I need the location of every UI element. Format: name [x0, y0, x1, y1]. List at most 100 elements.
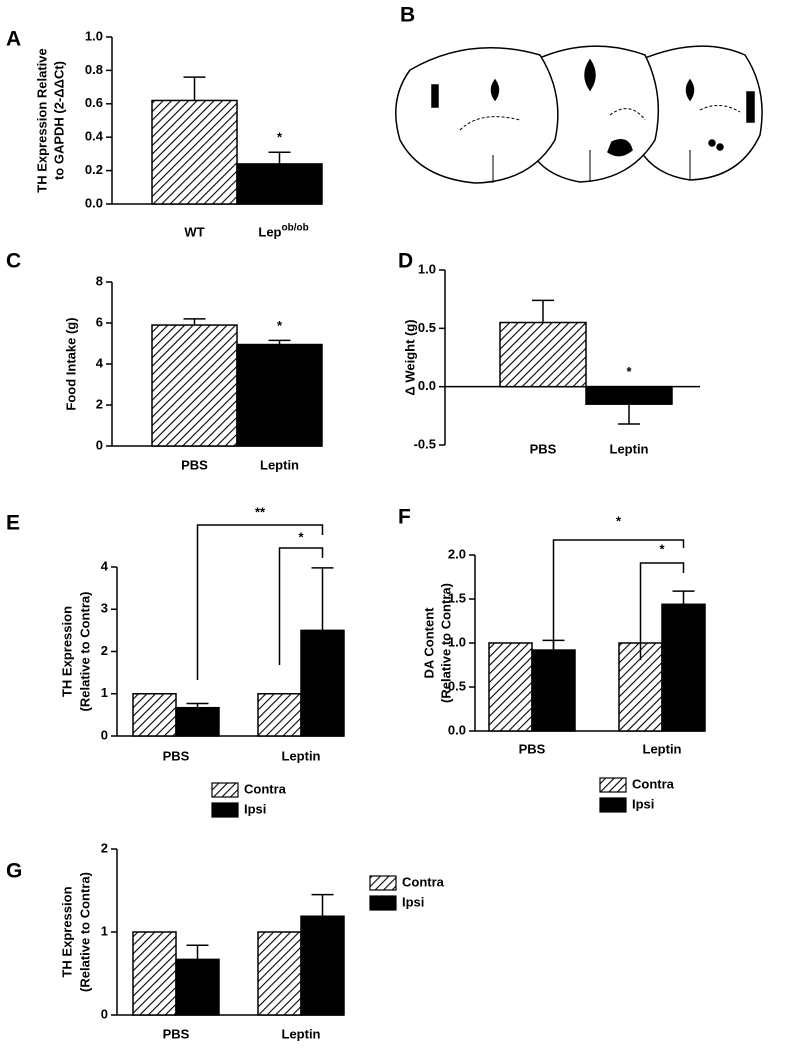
legend-swatch: [599, 777, 627, 793]
x-tick-label: Leptin: [260, 457, 299, 472]
x-tick-label: PBS: [163, 1026, 190, 1041]
significance-bracket: [639, 562, 685, 660]
y-tick-label: 0.2: [85, 162, 103, 177]
y-tick-label: 4: [96, 355, 104, 370]
y-tick-label: 0.6: [85, 95, 103, 110]
panel-letter: D: [398, 250, 413, 273]
panel-letter: B: [400, 4, 415, 27]
y-axis-label: TH Expression: [59, 606, 74, 697]
bar: [488, 642, 533, 732]
significance-mark: **: [255, 504, 266, 519]
significance-mark: *: [626, 364, 632, 379]
bar: [531, 649, 576, 732]
significance-mark: *: [616, 513, 622, 528]
significance-bracket: [278, 547, 324, 665]
y-tick-label: 0.8: [85, 62, 103, 77]
y-tick-label: 0.0: [448, 722, 466, 737]
y-axis-label: TH Expression: [59, 886, 74, 977]
bar: [236, 163, 323, 205]
bar: [175, 958, 220, 1016]
legend-swatch: [369, 875, 397, 891]
legend-label: Contra: [402, 874, 445, 889]
legend-label: Ipsi: [244, 801, 266, 816]
significance-mark: *: [659, 541, 665, 556]
y-axis-label: to GAPDH (2-ΔΔCt): [51, 61, 66, 180]
significance-bracket: [196, 524, 324, 680]
y-tick-label: 1.0: [418, 261, 436, 276]
y-axis-label: Food Intake (g): [63, 317, 78, 410]
y-tick-label: 4: [101, 558, 109, 573]
y-tick-label: -0.5: [414, 436, 436, 451]
panel-letter: E: [6, 512, 20, 535]
y-tick-label: 2: [101, 643, 108, 658]
significance-mark: *: [277, 130, 283, 145]
legend-swatch: [599, 797, 627, 813]
y-tick-label: 0: [101, 1006, 108, 1021]
y-axis-label: DA Content: [421, 607, 436, 679]
panel-letter: F: [398, 506, 411, 529]
bar: [132, 693, 177, 737]
y-tick-label: 1.0: [85, 28, 103, 43]
y-tick-label: 6: [96, 314, 103, 329]
x-tick-label: Lep: [258, 224, 281, 239]
x-tick-label: PBS: [519, 741, 546, 756]
panel-letter: G: [6, 860, 22, 883]
panel-letter: A: [6, 28, 21, 51]
y-tick-label: 1.0: [448, 634, 466, 649]
x-tick-label: Leptin: [282, 748, 321, 763]
significance-bracket: [552, 539, 685, 650]
y-tick-label: 2.0: [448, 546, 466, 561]
y-tick-label: 0.0: [85, 195, 103, 210]
legend-label: Contra: [632, 776, 675, 791]
y-tick-label: 1: [101, 685, 108, 700]
significance-mark: *: [277, 318, 283, 333]
x-tick-superscript: ob/ob: [282, 223, 309, 234]
bar: [151, 99, 238, 205]
legend-swatch: [211, 782, 239, 798]
bar: [257, 931, 302, 1016]
legend-label: Contra: [244, 781, 287, 796]
bar: [300, 915, 345, 1016]
y-tick-label: 0.5: [418, 320, 436, 335]
y-tick-label: 0: [101, 727, 108, 742]
panel-letter: C: [6, 250, 21, 273]
bar: [175, 706, 220, 737]
y-axis-label: (Relative to Contra): [77, 872, 92, 992]
y-axis-label: TH Expression Relative: [34, 48, 49, 193]
x-tick-label: PBS: [163, 748, 190, 763]
y-tick-label: 2: [96, 396, 103, 411]
x-tick-label: Leptin: [610, 441, 649, 456]
bar: [300, 629, 345, 737]
x-tick-label: PBS: [530, 441, 557, 456]
y-tick-label: 0.4: [85, 129, 104, 144]
y-tick-label: 3: [101, 601, 108, 616]
y-tick-label: 1: [101, 923, 108, 938]
x-tick-label: Leptin: [643, 741, 682, 756]
legend-swatch: [211, 802, 239, 818]
brain-diagram: [395, 45, 763, 184]
bar: [257, 693, 302, 737]
bar: [585, 385, 673, 405]
y-tick-label: 0.5: [448, 678, 466, 693]
y-tick-label: 2: [101, 840, 108, 855]
x-tick-label: WT: [184, 224, 204, 239]
y-axis-label: Δ Weight (g): [402, 319, 417, 395]
legend-label: Ipsi: [632, 796, 654, 811]
legend-swatch: [369, 895, 397, 911]
y-tick-label: 1.5: [448, 590, 466, 605]
bar: [499, 321, 587, 388]
bar: [151, 324, 238, 447]
x-tick-label: Leptin: [282, 1026, 321, 1041]
y-tick-label: 0: [96, 437, 103, 452]
y-tick-label: 0.0: [418, 378, 436, 393]
significance-mark: *: [298, 529, 304, 544]
y-tick-label: 8: [96, 273, 103, 288]
y-axis-label: (Relative to Contra): [438, 583, 453, 703]
y-axis-label: (Relative to Contra): [77, 592, 92, 712]
legend-label: Ipsi: [402, 894, 424, 909]
x-tick-label: PBS: [181, 457, 208, 472]
bar: [661, 603, 706, 732]
bar: [236, 343, 323, 447]
bar: [132, 931, 177, 1016]
